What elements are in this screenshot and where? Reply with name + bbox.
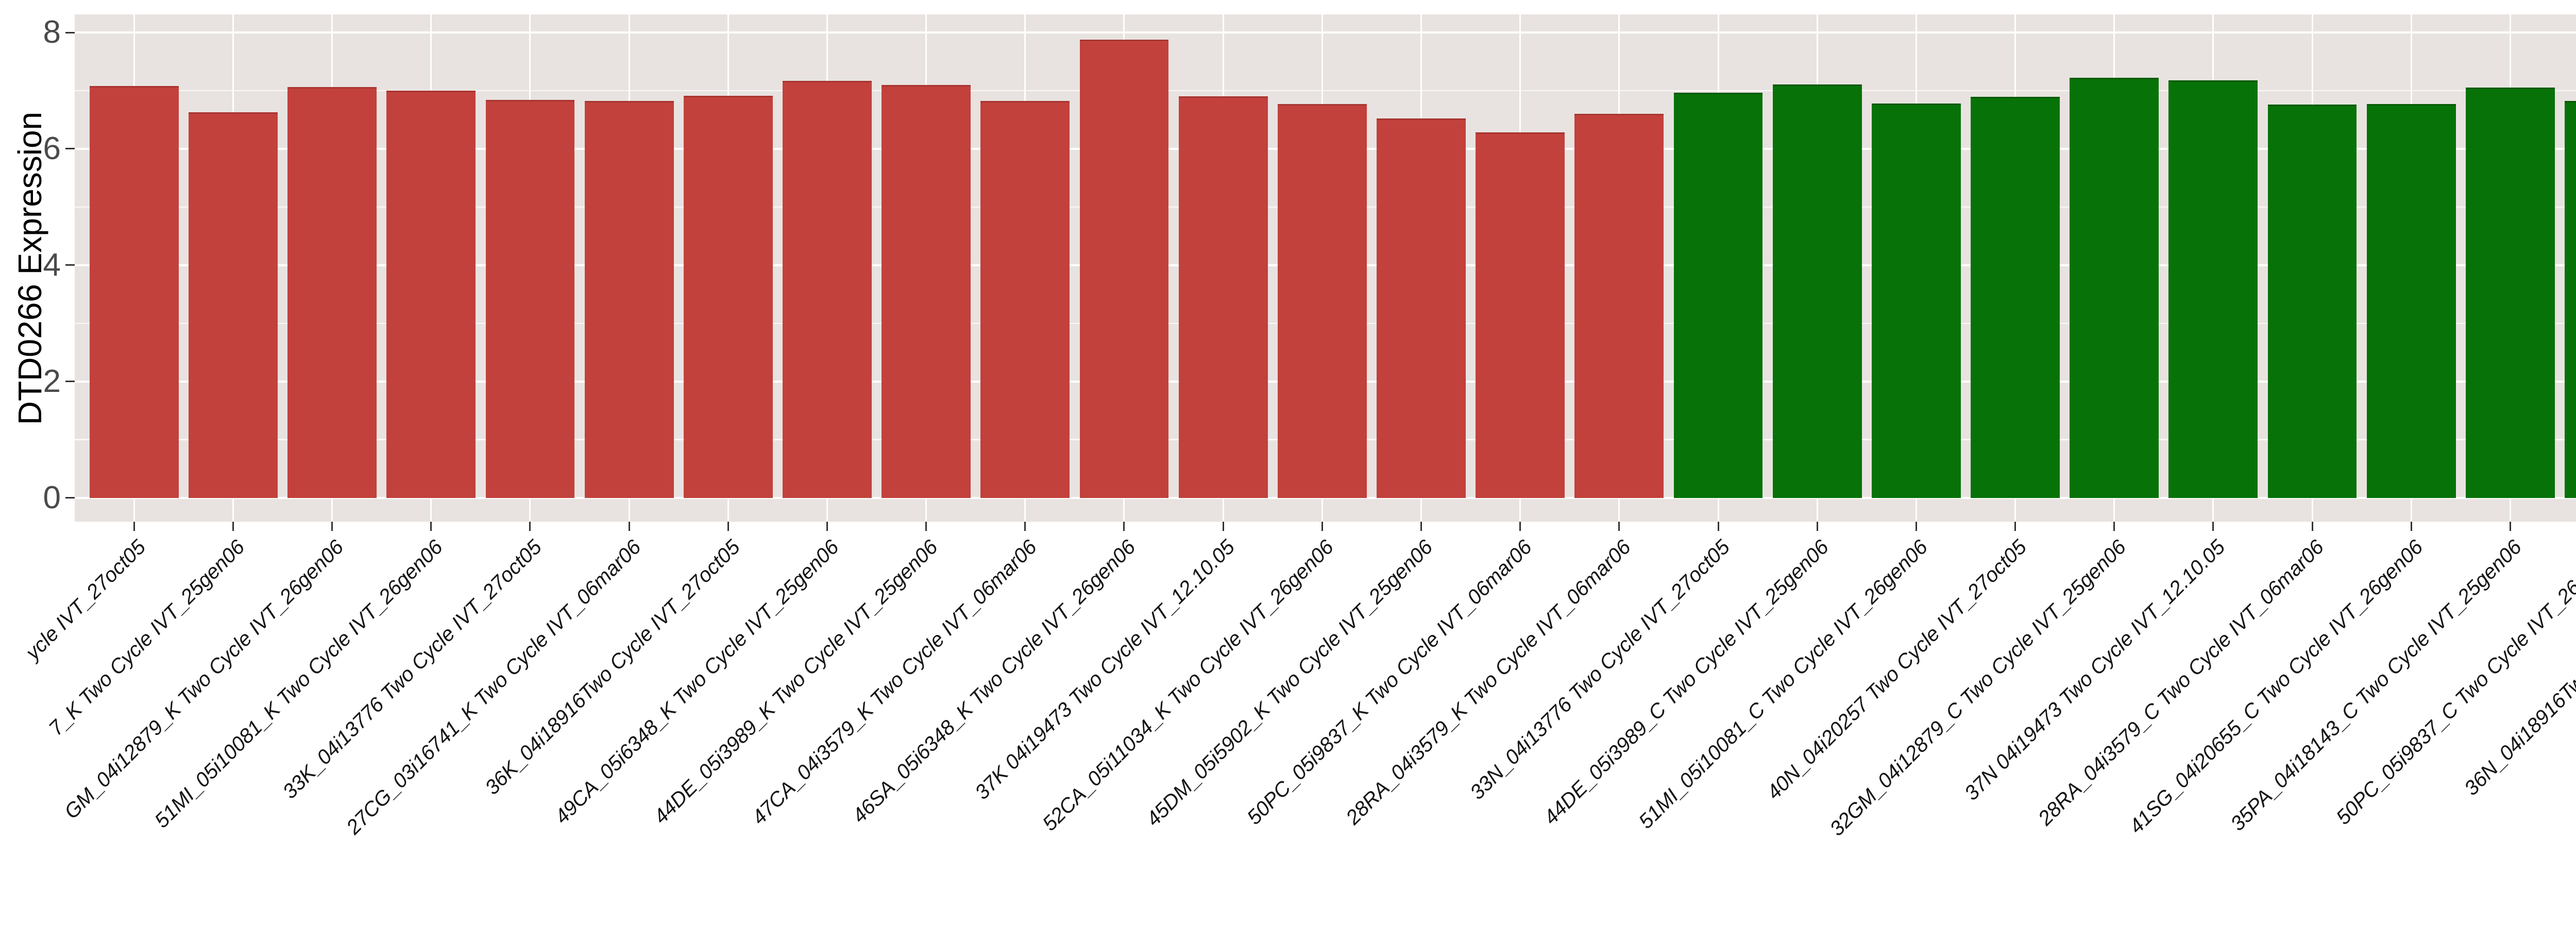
- x-axis-tick-mark: [1519, 522, 1521, 531]
- bar-k-sample: [980, 101, 1070, 498]
- y-axis-tick-mark: [65, 31, 75, 33]
- x-axis-tick-mark: [2410, 522, 2412, 531]
- bar-k-sample: [1377, 118, 1466, 498]
- x-axis-tick-mark: [1717, 522, 1719, 531]
- bar-k-sample: [485, 100, 575, 498]
- x-axis-tick-mark: [826, 522, 828, 531]
- gridline-horizontal-minor: [75, 90, 2576, 92]
- bar-k-sample: [287, 87, 377, 498]
- x-axis-tick-mark: [1420, 522, 1422, 531]
- bar-c-sample: [2366, 104, 2456, 498]
- bar-c-sample: [1871, 103, 1961, 498]
- x-axis-tick-mark: [2212, 522, 2214, 531]
- bar-k-sample: [188, 112, 278, 498]
- y-axis-tick-label: 0: [43, 479, 61, 516]
- x-axis-tick-mark: [2014, 522, 2016, 531]
- x-axis-tick-mark: [430, 522, 432, 531]
- bar-c-sample: [2565, 101, 2576, 498]
- x-axis-tick-mark: [2113, 522, 2115, 531]
- bar-c-sample: [2465, 88, 2555, 498]
- y-axis-tick-mark: [65, 497, 75, 499]
- bar-k-sample: [386, 90, 476, 498]
- bar-k-sample: [1178, 96, 1268, 498]
- bar-k-sample: [1277, 104, 1367, 498]
- bar-k-sample: [783, 80, 872, 498]
- bar-k-sample: [683, 96, 773, 498]
- x-axis-tick-mark: [925, 522, 927, 531]
- bar-c-sample: [2070, 78, 2159, 498]
- bar-c-sample: [2168, 80, 2258, 498]
- gridline-horizontal-major: [75, 31, 2576, 34]
- x-axis-tick-label: 7_K Two Cycle IVT_25gen06: [44, 536, 249, 740]
- x-axis-tick-mark: [1618, 522, 1620, 531]
- x-axis-tick-mark: [1024, 522, 1026, 531]
- y-axis-tick-mark: [65, 148, 75, 150]
- y-axis-tick-label: 4: [43, 247, 61, 283]
- y-axis-title: DTD0266 Expression: [11, 111, 48, 425]
- bar-k-sample: [584, 101, 674, 498]
- bar-k-sample: [882, 84, 971, 498]
- y-axis-tick-mark: [65, 381, 75, 383]
- x-axis-tick-mark: [232, 522, 234, 531]
- bar-k-sample: [1476, 132, 1565, 498]
- x-axis-tick-mark: [331, 522, 333, 531]
- x-axis-tick-mark: [1915, 522, 1917, 531]
- bar-k-sample: [1574, 114, 1664, 498]
- bar-c-sample: [1673, 93, 1763, 498]
- y-axis-tick-label: 2: [43, 363, 61, 399]
- x-axis-tick-mark: [1816, 522, 1818, 531]
- bar-k-sample: [89, 85, 179, 498]
- x-axis-tick-mark: [133, 522, 135, 531]
- bar-c-sample: [2267, 105, 2357, 498]
- x-axis-tick-mark: [1321, 522, 1323, 531]
- bar-k-sample: [1079, 39, 1169, 498]
- y-axis-tick-label: 6: [43, 130, 61, 166]
- x-axis-tick-mark: [2509, 522, 2511, 531]
- x-axis-tick-mark: [727, 522, 729, 531]
- bar-c-sample: [1772, 84, 1862, 498]
- x-axis-tick-mark: [628, 522, 630, 531]
- gridline-horizontal-major: [75, 496, 2576, 499]
- x-axis-tick-mark: [2311, 522, 2313, 531]
- x-axis-tick-mark: [1123, 522, 1125, 531]
- y-axis-tick-mark: [65, 264, 75, 266]
- x-axis-tick-mark: [529, 522, 531, 531]
- y-axis-tick-label: 8: [43, 14, 61, 50]
- bar-c-sample: [1971, 97, 2060, 498]
- x-axis-tick-mark: [1222, 522, 1224, 531]
